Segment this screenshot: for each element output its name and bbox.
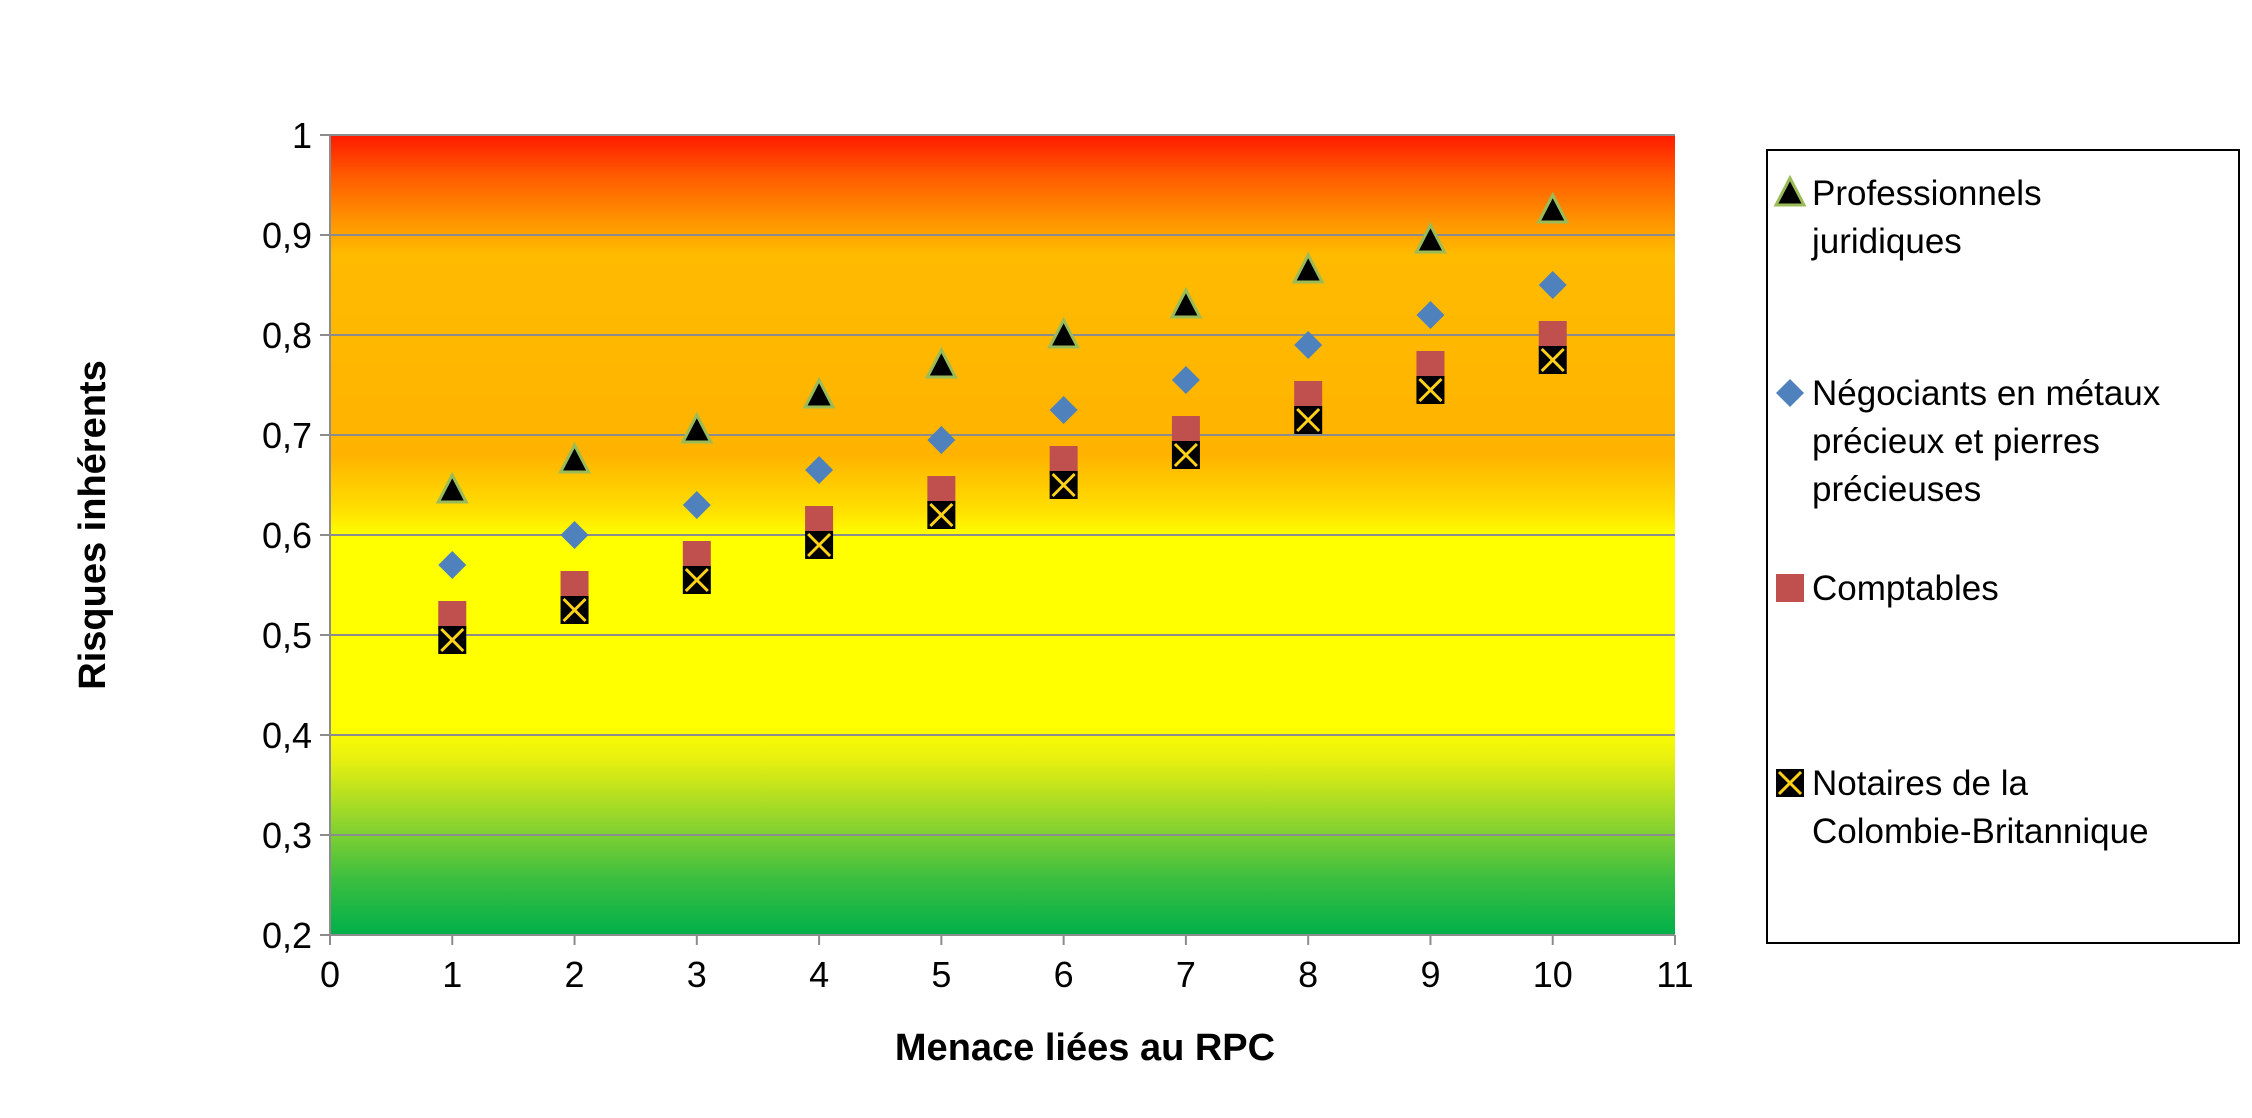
data-point-series-1 [802, 376, 836, 409]
y-tick-label: 0,7 [262, 415, 312, 456]
legend-items: Professionnels juridiques Négociants en mé… [1773, 174, 2161, 851]
data-point-series-1 [1047, 316, 1081, 349]
marker-cross [1777, 770, 1803, 796]
marker-cross [929, 502, 954, 528]
data-point-series-2 [805, 456, 834, 484]
data-point-series-3 [1538, 321, 1567, 349]
x-tick-label: 8 [1298, 954, 1318, 995]
marker-cross [1296, 407, 1321, 433]
data-point-series-1 [558, 441, 592, 474]
y-tick-label: 0,4 [262, 715, 312, 756]
data-point-series-1 [1413, 221, 1447, 254]
x-tick-label: 5 [931, 954, 951, 995]
legend-label: précieuses [1812, 470, 1981, 509]
legend-marker [1776, 574, 1804, 602]
data-point-series-3 [1416, 351, 1445, 379]
y-tick-label: 0,8 [262, 315, 312, 356]
y-tick-label: 0,9 [262, 215, 312, 256]
data-point-series-3 [560, 571, 589, 599]
data-point-series-1 [1169, 286, 1203, 319]
data-point-series-2 [1538, 271, 1567, 299]
legend-label: précieux et pierres [1812, 422, 2100, 461]
x-tick-label: 7 [1176, 954, 1196, 995]
x-tick-label: 4 [809, 954, 829, 995]
data-point-series-4 [1416, 376, 1445, 404]
data-point-series-3 [682, 541, 711, 569]
legend-marker [1773, 174, 1807, 207]
data-point-series-4 [927, 501, 956, 529]
legend-marker [1776, 769, 1804, 797]
data-point-series-4 [805, 531, 834, 559]
data-points [435, 191, 1570, 654]
data-point-series-4 [1171, 441, 1200, 469]
y-tick-label: 0,2 [262, 915, 312, 956]
legend: Professionnels juridiques Négociants en mé… [1766, 149, 2240, 944]
data-point-series-1 [924, 346, 958, 379]
x-tick-label: 10 [1533, 954, 1573, 995]
legend-label: Colombie-Britannique [1812, 812, 2149, 851]
x-tick-label: 2 [565, 954, 585, 995]
data-point-series-1 [1291, 251, 1325, 284]
legend-entry: Professionnels juridiques [1773, 174, 2042, 261]
data-point-series-2 [1049, 396, 1078, 424]
y-tick-label: 0,6 [262, 515, 312, 556]
data-point-series-4 [1538, 346, 1567, 374]
gridlines [330, 134, 1675, 836]
x-tick-label: 11 [1656, 954, 1693, 995]
data-point-series-3 [927, 476, 956, 504]
marker-cross [1418, 377, 1443, 403]
x-tick-label: 9 [1420, 954, 1440, 995]
marker-cross [440, 627, 465, 653]
legend-entry: Notaires de la Colombie-Britannique [1776, 764, 2149, 851]
marker-cross [562, 597, 587, 623]
y-tick-label: 0,3 [262, 815, 312, 856]
data-point-series-1 [1536, 191, 1570, 224]
marker-cross [1540, 347, 1565, 373]
legend-entry: Négociants en métaux précieux et pierres p… [1776, 374, 2161, 509]
y-tick-label: 1 [292, 115, 312, 156]
legend-label: Notaires de la [1812, 764, 2028, 803]
data-point-series-2 [927, 426, 956, 454]
data-point-series-2 [1416, 301, 1445, 329]
legend-label: Professionnels [1812, 174, 2042, 213]
x-axis-ticks: 0 1 2 3 4 5 6 7 8 9 10 11 [320, 935, 1694, 995]
marker-cross [1051, 472, 1076, 498]
data-point-series-1 [680, 411, 714, 444]
x-tick-label: 3 [687, 954, 707, 995]
data-point-series-4 [682, 566, 711, 594]
marker-cross [684, 567, 709, 593]
data-point-series-2 [1294, 331, 1323, 359]
x-axis-title: Menace liées au RPC [895, 1027, 1275, 1069]
data-point-series-2 [682, 491, 711, 519]
data-point-series-3 [438, 601, 467, 629]
data-point-series-4 [1294, 406, 1323, 434]
marker-cross [1173, 442, 1198, 468]
data-point-series-4 [560, 596, 589, 624]
data-point-series-4 [438, 626, 467, 654]
data-point-series-3 [1049, 446, 1078, 474]
data-point-series-3 [1171, 416, 1200, 444]
y-axis-ticks: 0,2 0,3 0,4 0,5 0,6 0,7 0,8 0,9 1 [262, 115, 330, 956]
x-tick-label: 0 [320, 954, 340, 995]
data-point-series-2 [1171, 366, 1200, 394]
data-point-series-1 [435, 471, 469, 504]
legend-marker [1776, 379, 1804, 407]
data-point-series-2 [560, 521, 589, 549]
data-point-series-4 [1049, 471, 1078, 499]
x-tick-label: 1 [442, 954, 462, 995]
legend-label: Négociants en métaux [1812, 374, 2161, 413]
data-point-series-3 [805, 506, 834, 534]
y-axis-title: Risques inhérents [72, 360, 114, 689]
legend-box [1766, 149, 2240, 944]
data-point-series-3 [1294, 381, 1323, 409]
x-tick-label: 6 [1054, 954, 1074, 995]
y-tick-label: 0,5 [262, 615, 312, 656]
legend-label: juridiques [1811, 222, 1962, 261]
marker-cross [807, 532, 832, 558]
legend-entry: Comptables [1776, 569, 1999, 608]
data-point-series-2 [438, 551, 467, 579]
legend-label: Comptables [1812, 569, 1999, 608]
